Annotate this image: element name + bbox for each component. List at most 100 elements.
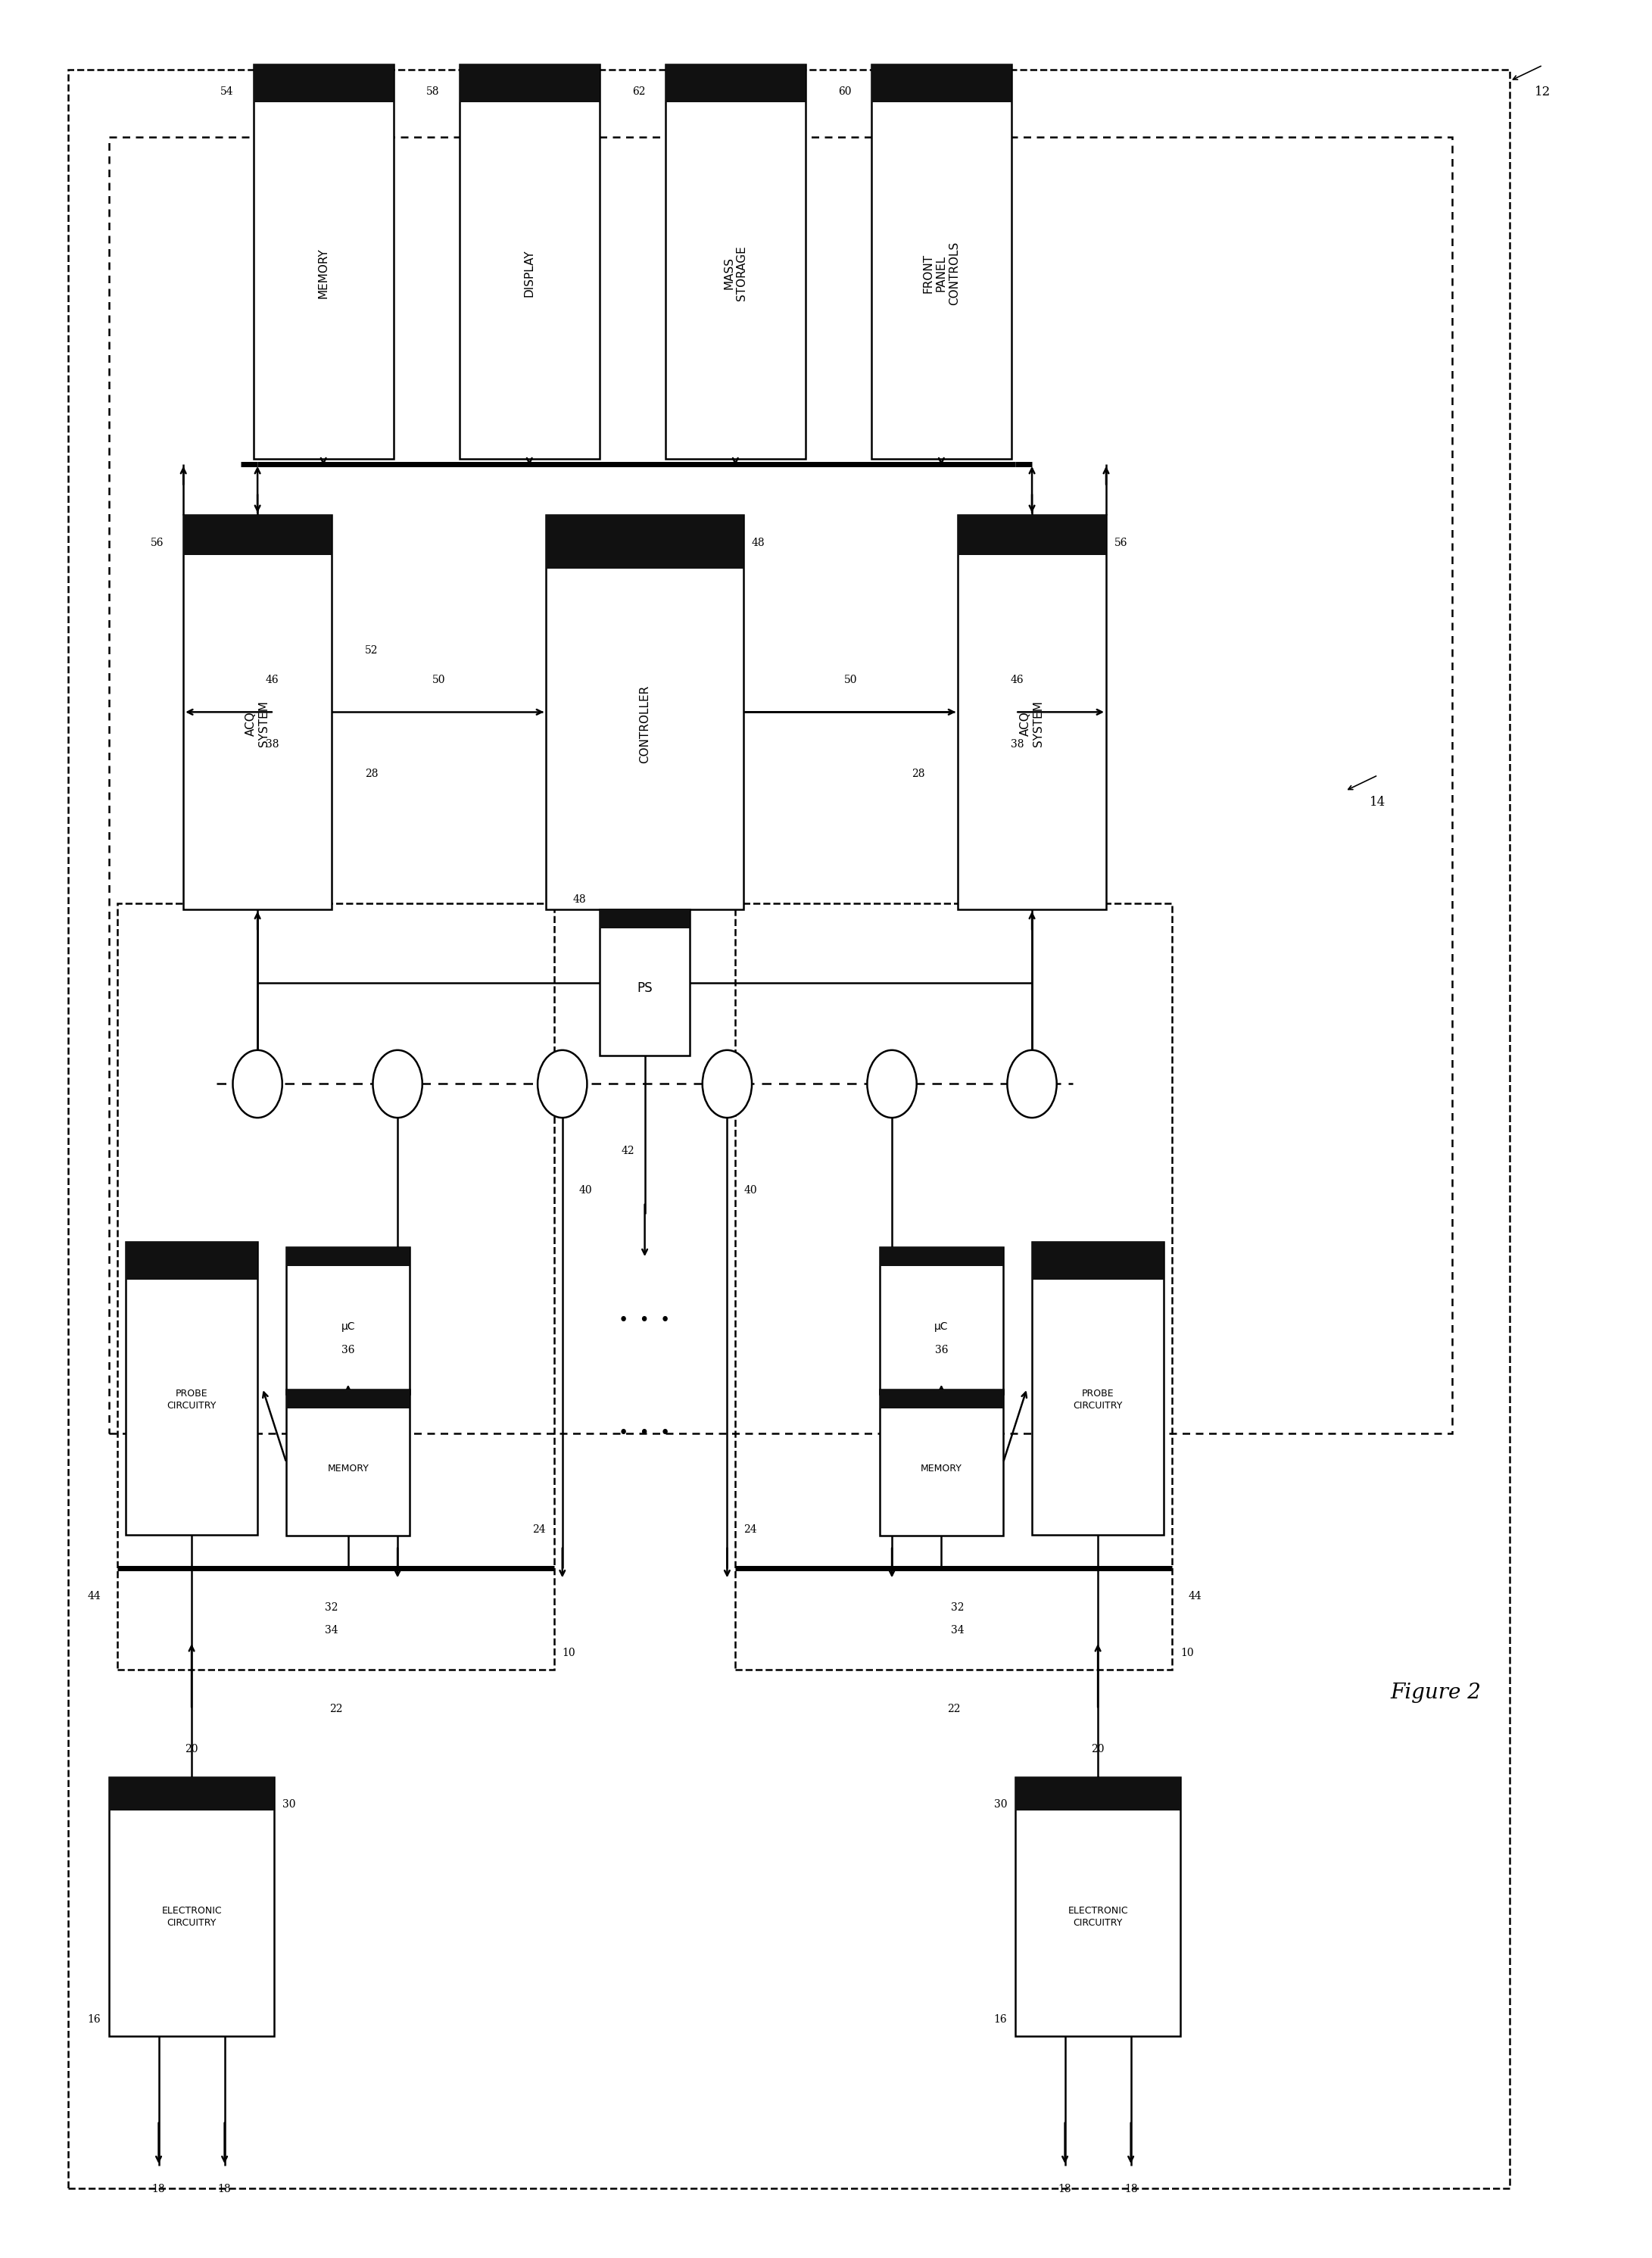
Text: 22: 22 xyxy=(329,1705,342,1714)
Bar xyxy=(871,63,1011,458)
Text: 44: 44 xyxy=(1188,1592,1203,1601)
Text: 56: 56 xyxy=(150,537,164,549)
Bar xyxy=(1016,1777,1180,2037)
Text: 44: 44 xyxy=(88,1592,101,1601)
Bar xyxy=(109,1777,274,2037)
Bar xyxy=(879,1389,1003,1535)
Bar xyxy=(871,63,1011,102)
Text: 30: 30 xyxy=(995,1800,1008,1811)
Text: 62: 62 xyxy=(633,86,646,97)
Text: 18: 18 xyxy=(218,2183,231,2195)
Text: 20: 20 xyxy=(1092,1743,1105,1754)
Text: 10: 10 xyxy=(562,1648,575,1660)
Text: 40: 40 xyxy=(578,1185,591,1197)
Bar xyxy=(600,910,691,928)
Bar xyxy=(286,1389,410,1409)
Bar xyxy=(253,63,393,102)
Circle shape xyxy=(233,1050,282,1118)
Bar xyxy=(183,515,332,910)
Text: 42: 42 xyxy=(621,1145,634,1156)
Text: Figure 2: Figure 2 xyxy=(1391,1682,1482,1703)
Bar xyxy=(879,1389,1003,1409)
Bar xyxy=(958,515,1107,555)
Text: 34: 34 xyxy=(952,1626,965,1635)
Text: 58: 58 xyxy=(426,86,439,97)
Text: PS: PS xyxy=(638,982,653,996)
Bar xyxy=(879,1246,1003,1393)
Text: 20: 20 xyxy=(185,1743,198,1754)
Text: MEMORY: MEMORY xyxy=(317,248,329,298)
Text: ACQ
SYSTEM: ACQ SYSTEM xyxy=(1019,700,1044,747)
Bar xyxy=(126,1242,258,1535)
Text: CONTROLLER: CONTROLLER xyxy=(639,684,651,763)
Text: 16: 16 xyxy=(88,2014,101,2025)
Bar xyxy=(1016,1777,1180,1811)
Bar xyxy=(666,63,806,102)
Text: 38: 38 xyxy=(266,738,279,750)
Text: 30: 30 xyxy=(282,1800,296,1811)
Bar xyxy=(126,1242,258,1280)
Text: μC: μC xyxy=(340,1321,355,1332)
Text: 12: 12 xyxy=(1535,86,1551,99)
Text: 10: 10 xyxy=(1180,1648,1194,1660)
Text: FRONT
PANEL
CONTROLS: FRONT PANEL CONTROLS xyxy=(922,242,960,305)
Text: 14: 14 xyxy=(1370,795,1386,808)
Text: 40: 40 xyxy=(743,1185,757,1197)
Bar xyxy=(879,1246,1003,1267)
Text: 46: 46 xyxy=(266,675,279,684)
Bar xyxy=(117,903,553,1671)
Bar xyxy=(459,63,600,102)
Text: ELECTRONIC
CIRCUITRY: ELECTRONIC CIRCUITRY xyxy=(162,1906,221,1928)
Bar xyxy=(1032,1242,1163,1280)
Text: 48: 48 xyxy=(752,537,765,549)
Text: 28: 28 xyxy=(912,768,925,779)
Bar xyxy=(545,515,743,910)
Text: 32: 32 xyxy=(325,1603,339,1612)
Text: 22: 22 xyxy=(947,1705,960,1714)
Text: 28: 28 xyxy=(365,768,378,779)
Bar xyxy=(286,1246,410,1393)
Text: 38: 38 xyxy=(1011,738,1024,750)
Text: 54: 54 xyxy=(220,86,233,97)
Text: 34: 34 xyxy=(325,1626,339,1635)
Bar xyxy=(68,70,1510,2188)
Circle shape xyxy=(537,1050,586,1118)
Text: 16: 16 xyxy=(995,2014,1008,2025)
Text: MEMORY: MEMORY xyxy=(920,1463,961,1472)
Text: •  •  •: • • • xyxy=(620,1425,671,1441)
Text: 60: 60 xyxy=(838,86,851,97)
Circle shape xyxy=(373,1050,423,1118)
Bar xyxy=(109,1777,274,1811)
Text: 48: 48 xyxy=(573,894,586,905)
Text: 52: 52 xyxy=(365,646,378,655)
Text: •  •  •: • • • xyxy=(620,1312,671,1330)
Bar xyxy=(253,63,393,458)
Text: 24: 24 xyxy=(743,1524,757,1535)
Text: PROBE
CIRCUITRY: PROBE CIRCUITRY xyxy=(1074,1389,1123,1411)
Text: MEMORY: MEMORY xyxy=(327,1463,368,1472)
Text: 18: 18 xyxy=(152,2183,165,2195)
Text: 18: 18 xyxy=(1059,2183,1072,2195)
Bar xyxy=(958,515,1107,910)
Text: μC: μC xyxy=(935,1321,948,1332)
Bar xyxy=(459,63,600,458)
Circle shape xyxy=(867,1050,917,1118)
Text: 36: 36 xyxy=(935,1346,948,1355)
Text: 50: 50 xyxy=(433,675,446,684)
Bar xyxy=(545,515,743,569)
Bar xyxy=(286,1246,410,1267)
Text: 24: 24 xyxy=(532,1524,545,1535)
Text: 46: 46 xyxy=(1011,675,1024,684)
Text: ELECTRONIC
CIRCUITRY: ELECTRONIC CIRCUITRY xyxy=(1067,1906,1128,1928)
Text: MASS
STORAGE: MASS STORAGE xyxy=(724,246,748,300)
Text: DISPLAY: DISPLAY xyxy=(524,248,535,296)
Bar xyxy=(183,515,332,555)
Bar xyxy=(109,138,1452,1434)
Text: ACQ
SYSTEM: ACQ SYSTEM xyxy=(244,700,269,747)
Text: 32: 32 xyxy=(952,1603,965,1612)
Bar xyxy=(735,903,1171,1671)
Text: 18: 18 xyxy=(1123,2183,1138,2195)
Text: 50: 50 xyxy=(844,675,857,684)
Circle shape xyxy=(702,1050,752,1118)
Bar xyxy=(286,1389,410,1535)
